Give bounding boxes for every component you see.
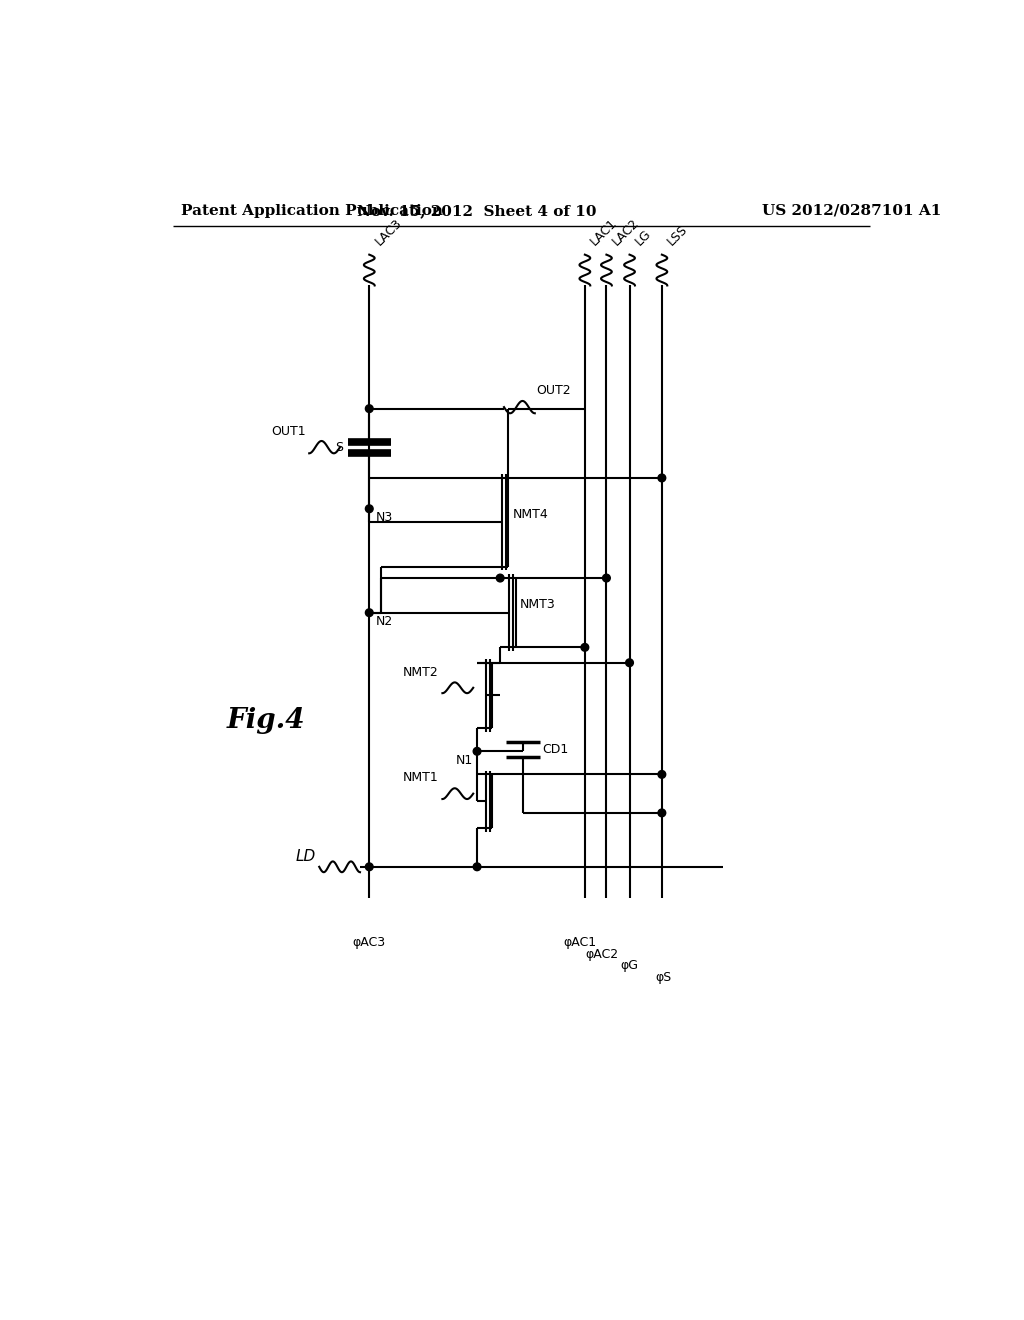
Text: NMT2: NMT2 [402,665,438,678]
Text: LAC3: LAC3 [373,216,404,248]
Text: OUT1: OUT1 [271,425,306,438]
Circle shape [366,405,373,413]
Text: Patent Application Publication: Patent Application Publication [180,203,442,218]
Circle shape [658,809,666,817]
Text: LAC1: LAC1 [588,216,620,248]
Text: Nov. 15, 2012  Sheet 4 of 10: Nov. 15, 2012 Sheet 4 of 10 [357,203,597,218]
Text: LSS: LSS [665,223,690,248]
Circle shape [366,609,373,616]
Text: NMT3: NMT3 [520,598,556,611]
Circle shape [581,644,589,651]
Text: NMT4: NMT4 [512,508,548,521]
Text: φS: φS [655,970,672,983]
Circle shape [602,574,610,582]
Text: LG: LG [633,227,653,248]
Circle shape [497,574,504,582]
Text: φG: φG [621,960,639,973]
Text: φAC3: φAC3 [352,936,386,949]
Circle shape [366,504,373,512]
Circle shape [658,474,666,482]
Text: CD1: CD1 [543,743,568,756]
Text: N2: N2 [376,615,392,628]
Text: Fig.4: Fig.4 [226,708,305,734]
Circle shape [473,863,481,871]
Text: N3: N3 [376,511,392,524]
Text: φAC2: φAC2 [586,948,618,961]
Text: OUT2: OUT2 [537,384,571,397]
Circle shape [658,771,666,779]
Text: S: S [335,441,343,454]
Text: NMT1: NMT1 [402,771,438,784]
Text: US 2012/0287101 A1: US 2012/0287101 A1 [762,203,941,218]
Text: LD: LD [295,849,315,863]
Circle shape [366,863,373,871]
Circle shape [473,747,481,755]
Text: φAC1: φAC1 [563,936,597,949]
Text: N1: N1 [456,754,473,767]
Circle shape [626,659,634,667]
Text: LAC2: LAC2 [609,216,641,248]
